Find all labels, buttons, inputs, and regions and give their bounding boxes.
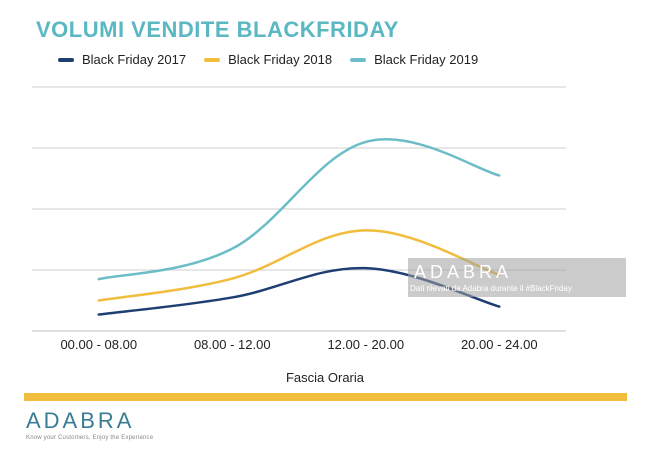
legend-item: Black Friday 2018: [204, 52, 332, 67]
legend-item: Black Friday 2017: [58, 52, 186, 67]
x-axis-label: Fascia Oraria: [285, 370, 365, 385]
x-tick-label: 20.00 - 24.00: [461, 337, 538, 352]
chart-title: VOLUMI VENDITE BLACKFRIDAY: [36, 17, 399, 42]
legend-swatch: [350, 57, 367, 62]
legend-label: Black Friday 2019: [374, 52, 479, 67]
logo-tagline: Know your Customers, Enjoy the Experienc…: [26, 435, 154, 441]
legend-label: Black Friday 2017: [82, 52, 187, 67]
x-tick-label: 12.00 - 20.00: [327, 337, 404, 352]
x-tick-label: 08.00 - 12.00: [194, 337, 271, 352]
legend-swatch: [58, 57, 74, 62]
accent-divider: [24, 393, 627, 401]
legend-label: Black Friday 2018: [228, 52, 333, 67]
watermark-brand: ADABRA: [414, 262, 513, 282]
legend-swatch: [204, 57, 221, 62]
series-line: [97, 229, 501, 302]
chart-legend: Black Friday 2017 Black Friday 2018 Black …: [58, 52, 496, 67]
watermark-note: Dati rilevati da Adabra durante il #Blac…: [410, 284, 572, 293]
logo-wordmark: ADABRA: [26, 408, 135, 433]
legend-item: Black Friday 2019: [350, 52, 478, 67]
series-line: [97, 138, 501, 281]
adabra-watermark: ADABRA Dati rilevati da Adabra durante i…: [408, 258, 626, 297]
adabra-logo: ADABRA Know your Customers, Enjoy the Ex…: [26, 408, 153, 441]
x-tick-label: 00.00 - 08.00: [60, 337, 137, 352]
